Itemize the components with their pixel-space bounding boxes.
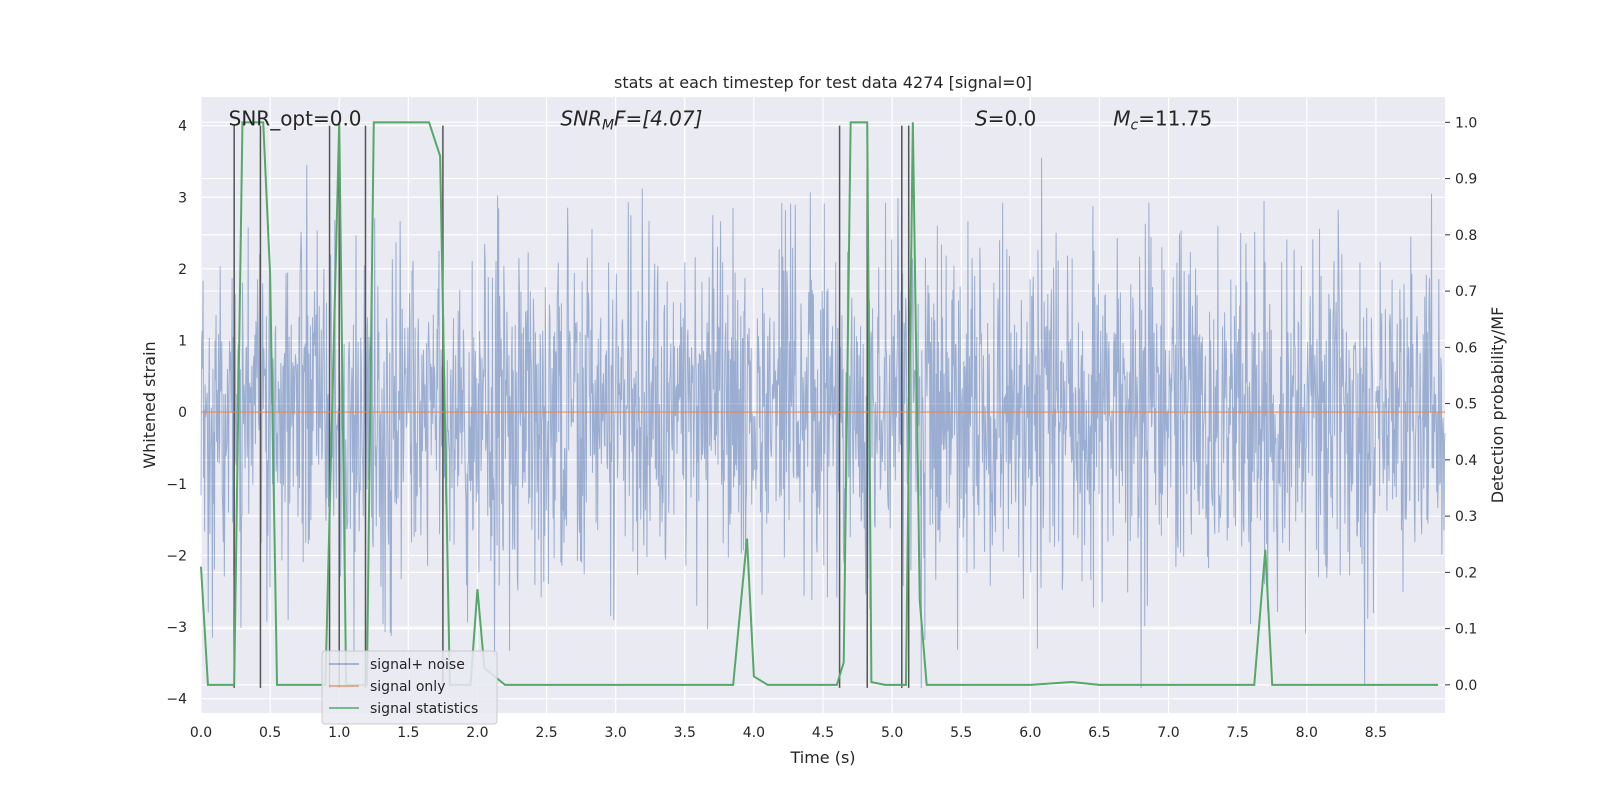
y-axis-label: Whitened strain [140,341,159,468]
y-tick-label: 3 [178,190,187,206]
y2-tick-label: 0.5 [1455,397,1477,413]
y2-tick-label: 0.0 [1455,678,1477,694]
legend: signal+ noise signal only signal statist… [321,650,498,725]
y2-tick-label: 0.7 [1455,284,1477,300]
annotation-0: SNR_opt=0.0 [229,107,362,131]
x-tick-label: 0.5 [259,725,281,741]
legend-label-signal-only: signal only [370,679,445,695]
y2-tick-label: 1.0 [1455,115,1477,131]
annotation-value: =0.0 [988,107,1037,131]
y-tick-label: −2 [166,548,187,564]
x-tick-label: 4.5 [812,725,834,741]
x-tick-label: 4.0 [743,725,765,741]
annotation-2: S=0.0 [975,107,1036,131]
x-tick-label: 1.0 [328,725,350,741]
annotation-layer: SNR_opt=0.0 SNRMF=[4.07] S=0.0 Mc=11.75 [229,107,1213,134]
y-tick-label: −4 [166,692,187,708]
x-tick-label: 6.0 [1019,725,1041,741]
x-axis-label: Time (s) [789,748,855,767]
y2-tick-label: 0.9 [1455,172,1477,188]
y2-tick-label: 0.6 [1455,340,1477,356]
annotation-value: =11.75 [1138,107,1212,131]
y-tick-label: 1 [178,334,187,350]
axis-layer: 0.0 0.5 1.0 1.5 2.0 2.5 3.0 3.5 4.0 4.5 5.0 5.5 6.0 6… [166,115,1477,741]
x-tick-label: 5.0 [881,725,903,741]
annotation-subscript: c [1131,118,1139,134]
y2-tick-label: 0.4 [1455,453,1477,469]
y2-axis-label: Detection probability/MF [1488,307,1507,504]
annotation-symbol: M [1113,107,1130,131]
series-signal-noise [200,157,1446,688]
y-tick-label: 0 [178,405,187,421]
x-tick-label: 3.0 [605,725,627,741]
y-tick-label: 2 [178,262,187,278]
x-tick-label: 8.5 [1365,725,1387,741]
annotation-symbol: SNR [560,107,602,131]
y-tick-label: −1 [166,477,187,493]
x-tick-label: 2.0 [466,725,488,741]
x-tick-label: 7.0 [1157,725,1179,741]
legend-label-signal-noise: signal+ noise [370,657,465,673]
annotation-3: Mc=11.75 [1113,107,1212,134]
y2-tick-label: 0.1 [1455,622,1477,638]
x-tick-label: 7.5 [1227,725,1249,741]
x-tick-label: 3.5 [674,725,696,741]
y2-tick-label: 0.8 [1455,228,1477,244]
noise-layer [200,157,1446,688]
annotation-subscript: M [602,118,614,134]
x-tick-label: 1.5 [397,725,419,741]
x-tick-label: 8.0 [1296,725,1318,741]
x-tick-label: 2.5 [535,725,557,741]
chart-title: stats at each timestep for test data 427… [614,73,1032,92]
y-tick-label: −3 [166,620,187,636]
marker-layer [233,125,910,688]
annotation-symbol: S [975,107,988,131]
legend-label-signal-statistics: signal statistics [370,701,478,717]
y-tick-label: 4 [178,119,187,135]
x-tick-label: 5.5 [950,725,972,741]
series-signal-statistics [200,121,1439,686]
y2-tick-label: 0.3 [1455,509,1477,525]
y2-tick-label: 0.2 [1455,565,1477,581]
annotation-1: SNRMF=[4.07] [560,107,702,134]
x-tick-label: 0.0 [190,725,212,741]
x-tick-label: 6.5 [1088,725,1110,741]
annotation-value: F=[4.07] [614,107,702,131]
series-layer [200,121,1445,686]
legend-box [321,650,498,725]
